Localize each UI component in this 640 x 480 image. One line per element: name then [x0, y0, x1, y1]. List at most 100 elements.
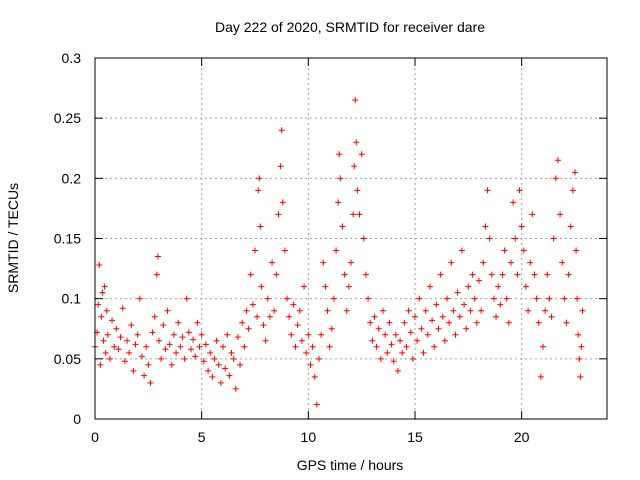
- data-point: [339, 223, 346, 230]
- data-point: [255, 187, 262, 194]
- data-point: [258, 283, 265, 290]
- data-point: [177, 343, 184, 350]
- data-point: [420, 349, 427, 356]
- data-point: [561, 295, 568, 302]
- data-point: [493, 313, 500, 320]
- data-point: [307, 361, 314, 368]
- data-point: [234, 334, 241, 341]
- data-point: [271, 307, 278, 314]
- data-point: [579, 307, 586, 314]
- data-point: [254, 313, 261, 320]
- data-point: [136, 295, 143, 302]
- data-point: [305, 331, 312, 338]
- data-point: [354, 187, 361, 194]
- data-point: [399, 349, 406, 356]
- data-point: [313, 401, 320, 408]
- x-tick-labels: 0 5 10 15 20: [91, 429, 530, 445]
- data-point: [111, 343, 118, 350]
- data-point: [309, 343, 316, 350]
- data-point: [296, 307, 303, 314]
- data-point: [384, 349, 391, 356]
- data-point: [316, 355, 322, 362]
- data-point: [345, 283, 352, 290]
- data-point: [266, 313, 273, 320]
- data-point: [456, 313, 463, 320]
- x-tick-label: 0: [91, 429, 99, 445]
- data-point: [318, 331, 325, 338]
- data-point: [544, 271, 551, 278]
- data-point: [275, 211, 282, 218]
- data-point: [452, 331, 459, 338]
- data-point: [382, 331, 389, 338]
- data-point: [284, 295, 290, 302]
- data-point: [531, 271, 538, 278]
- data-point: [409, 355, 416, 362]
- data-point: [286, 313, 293, 320]
- data-point: [207, 349, 214, 356]
- data-point: [529, 211, 536, 218]
- data-point: [578, 343, 585, 350]
- data-point: [572, 169, 578, 176]
- data-point: [117, 334, 124, 341]
- data-point: [467, 307, 474, 314]
- data-point: [461, 301, 468, 308]
- data-point: [478, 307, 485, 314]
- data-point: [458, 247, 465, 254]
- data-point: [194, 319, 201, 326]
- data-point: [377, 355, 384, 362]
- data-point: [324, 307, 331, 314]
- data-point: [97, 361, 104, 368]
- data-point: [565, 271, 572, 278]
- data-point: [288, 331, 295, 338]
- data-point: [298, 337, 305, 344]
- data-point: [416, 295, 423, 302]
- axis-ticks: [94, 57, 607, 420]
- x-axis-title: GPS time / hours: [297, 457, 404, 473]
- data-point: [273, 271, 280, 278]
- data-point: [488, 271, 495, 278]
- y-tick-label: 0.3: [62, 50, 82, 66]
- y-tick-label: 0.15: [54, 231, 81, 247]
- data-point: [328, 325, 335, 332]
- data-points: [92, 97, 586, 408]
- data-point: [574, 295, 581, 302]
- data-point: [149, 329, 156, 336]
- data-point: [348, 259, 354, 266]
- data-point: [516, 187, 523, 194]
- data-point: [181, 355, 188, 362]
- data-point: [505, 319, 512, 326]
- data-point: [448, 259, 455, 266]
- data-point: [508, 259, 514, 266]
- data-point: [429, 317, 436, 324]
- data-point: [134, 331, 141, 338]
- data-point: [220, 343, 226, 350]
- data-point: [486, 235, 493, 242]
- data-point: [575, 331, 582, 338]
- data-point: [322, 283, 329, 290]
- data-point: [567, 223, 574, 230]
- y-tick-label: 0: [73, 411, 81, 427]
- data-point: [158, 355, 165, 362]
- data-point: [277, 163, 284, 170]
- data-point: [102, 349, 109, 356]
- data-point: [98, 313, 105, 320]
- data-point: [104, 331, 111, 338]
- data-point: [418, 325, 425, 332]
- data-point: [397, 337, 404, 344]
- data-point: [209, 373, 216, 380]
- data-point: [119, 305, 126, 312]
- data-point: [252, 247, 258, 254]
- data-point: [437, 271, 444, 278]
- data-point: [512, 235, 519, 242]
- data-point: [533, 295, 540, 302]
- data-point: [226, 372, 233, 379]
- data-point: [433, 301, 440, 308]
- data-point: [388, 341, 395, 348]
- data-point: [154, 253, 161, 260]
- data-point: [192, 353, 199, 360]
- data-point: [278, 127, 285, 134]
- data-point: [175, 319, 182, 326]
- data-point: [279, 199, 286, 206]
- data-point: [405, 307, 412, 314]
- data-point: [245, 325, 252, 332]
